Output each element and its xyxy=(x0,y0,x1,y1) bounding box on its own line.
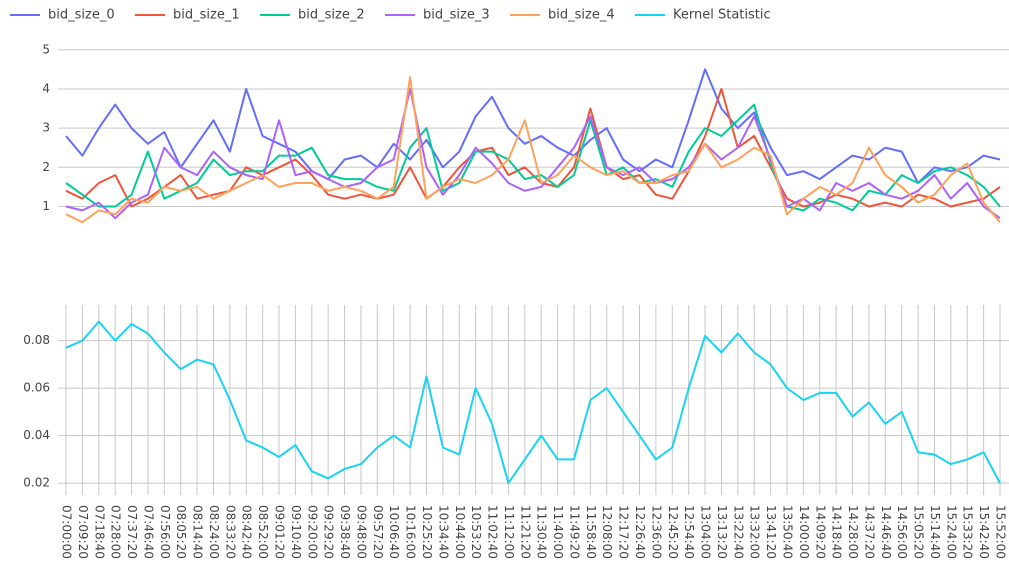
x-tick-label: 10:25:20 xyxy=(420,505,434,559)
x-tick-label: 15:24:00 xyxy=(944,505,958,559)
x-tick-label: 08:24:00 xyxy=(207,505,221,559)
x-tick-label: 11:12:00 xyxy=(502,505,516,559)
x-tick-label: 12:54:40 xyxy=(682,505,696,559)
x-tick-label: 07:37:20 xyxy=(125,505,139,559)
legend: bid_size_0 bid_size_1 bid_size_2 bid_size_3… xyxy=(10,8,771,23)
series-line xyxy=(65,68,1001,184)
x-tick-label: 14:18:40 xyxy=(830,505,844,559)
y-tick-label: 3 xyxy=(42,121,50,135)
y-tick-label: 0.04 xyxy=(23,428,50,442)
x-tick-label: 07:00:00 xyxy=(60,505,74,559)
x-tick-label: 09:57:20 xyxy=(371,505,385,559)
x-tick-label: 11:40:00 xyxy=(551,505,565,559)
series-line xyxy=(65,103,1001,212)
y-tick-label: 0.02 xyxy=(23,476,50,490)
x-tick-label: 07:28:00 xyxy=(109,505,123,559)
x-tick-label: 13:41:20 xyxy=(764,505,778,559)
series-line xyxy=(65,87,1001,208)
x-tick-label: 12:36:00 xyxy=(649,505,663,559)
x-tick-label: 08:42:40 xyxy=(240,505,254,559)
x-tick-label: 12:45:20 xyxy=(666,505,680,559)
series-line xyxy=(65,87,1001,220)
x-tick-label: 09:10:40 xyxy=(289,505,303,559)
x-tick-label: 15:05:20 xyxy=(912,505,926,559)
x-tick-label: 13:50:40 xyxy=(780,505,794,559)
x-tick-label: 07:09:20 xyxy=(76,505,90,559)
y-tick-label: 4 xyxy=(42,81,50,95)
x-tick-label: 10:44:00 xyxy=(453,505,467,559)
x-tick-label: 11:02:40 xyxy=(486,505,500,559)
x-tick-label: 14:37:20 xyxy=(862,505,876,559)
x-tick-label: 15:42:40 xyxy=(977,505,991,559)
x-tick-label: 13:22:40 xyxy=(731,505,745,559)
x-tick-label: 09:29:20 xyxy=(322,505,336,559)
x-tick-label: 08:52:00 xyxy=(256,505,270,559)
x-tick-label: 09:20:00 xyxy=(305,505,319,559)
x-tick-label: 12:17:20 xyxy=(617,505,631,559)
series-line xyxy=(65,76,1001,224)
x-tick-label: 07:18:40 xyxy=(92,505,106,559)
series-line xyxy=(65,320,1001,485)
x-tick-label: 11:58:40 xyxy=(584,505,598,559)
x-tick-label: 15:33:20 xyxy=(961,505,975,559)
legend-label: bid_size_3 xyxy=(423,8,490,23)
x-tick-label: 13:32:00 xyxy=(748,505,762,559)
x-tick-label: 09:01:20 xyxy=(273,505,287,559)
x-tick-label: 10:34:40 xyxy=(436,505,450,559)
x-tick-label: 14:09:20 xyxy=(813,505,827,559)
x-tick-label: 11:21:20 xyxy=(518,505,532,559)
y-tick-label: 0.08 xyxy=(23,333,50,347)
x-tick-label: 09:38:40 xyxy=(338,505,352,559)
x-tick-label: 10:16:00 xyxy=(404,505,418,559)
x-tick-label: 08:05:20 xyxy=(174,505,188,559)
x-tick-label: 14:46:40 xyxy=(879,505,893,559)
y-tick-label: 1 xyxy=(42,199,50,213)
legend-label: Kernel Statistic xyxy=(673,8,771,23)
y-tick-label: 0.06 xyxy=(23,381,50,395)
x-tick-label: 14:56:00 xyxy=(895,505,909,559)
x-tick-label: 12:08:00 xyxy=(600,505,614,559)
legend-label: bid_size_2 xyxy=(298,8,365,23)
legend-label: bid_size_1 xyxy=(173,8,240,23)
legend-label: bid_size_4 xyxy=(548,8,615,23)
x-tick-label: 14:00:00 xyxy=(797,505,811,559)
x-tick-label: 09:48:00 xyxy=(354,505,368,559)
x-tick-label: 07:56:00 xyxy=(158,505,172,559)
y-tick-label: 5 xyxy=(42,42,50,56)
x-tick-label: 10:53:20 xyxy=(469,505,483,559)
x-tick-label: 11:49:20 xyxy=(567,505,581,559)
x-tick-label: 08:14:40 xyxy=(191,505,205,559)
y-tick-label: 2 xyxy=(42,160,50,174)
x-tick-label: 13:13:20 xyxy=(715,505,729,559)
x-tick-label: 15:14:40 xyxy=(928,505,942,559)
x-tick-label: 12:26:40 xyxy=(633,505,647,559)
x-tick-label: 13:04:00 xyxy=(699,505,713,559)
legend-label: bid_size_0 xyxy=(48,8,115,23)
x-tick-label: 08:33:20 xyxy=(223,505,237,559)
x-tick-label: 10:06:40 xyxy=(387,505,401,559)
x-tick-label: 11:30:40 xyxy=(535,505,549,559)
x-tick-label: 07:46:40 xyxy=(141,505,155,559)
x-tick-label: 14:28:00 xyxy=(846,505,860,559)
x-tick-label: 15:52:00 xyxy=(994,505,1008,559)
